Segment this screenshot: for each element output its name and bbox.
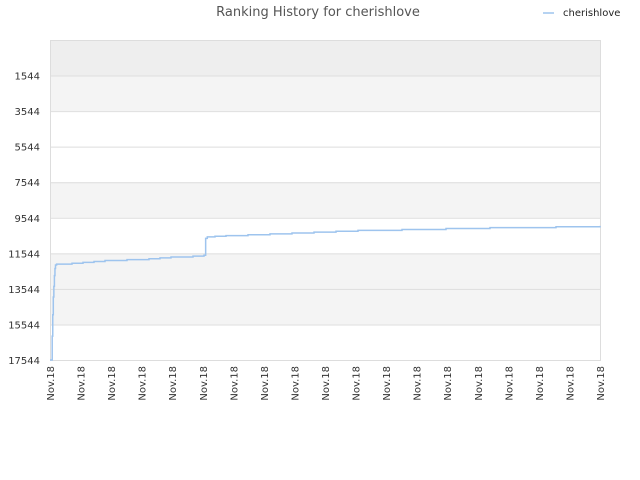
x-tick-label: Nov.18 xyxy=(107,366,118,401)
x-tick-label: Nov.18 xyxy=(504,366,515,401)
x-tick-label: Nov.18 xyxy=(260,366,271,401)
y-tick-label: 17544 xyxy=(8,356,40,367)
x-tick-label: Nov.18 xyxy=(382,366,393,401)
plot-band xyxy=(50,217,600,254)
plot-band xyxy=(50,288,600,325)
x-tick-label: Nov.18 xyxy=(443,366,454,401)
legend: cherishlove xyxy=(543,8,620,19)
x-tick-label: Nov.18 xyxy=(474,366,485,401)
y-tick-label: 9544 xyxy=(15,214,40,225)
plot-band xyxy=(50,253,600,289)
plot-band xyxy=(50,111,600,147)
x-tick-label: Nov.18 xyxy=(229,366,240,401)
plot-band xyxy=(50,75,600,112)
x-tick-label: Nov.18 xyxy=(535,366,546,401)
y-tick-label: 11544 xyxy=(8,249,40,260)
plot-band xyxy=(50,324,600,360)
x-tick-label: Nov.18 xyxy=(352,366,363,401)
plot-band xyxy=(50,146,600,183)
x-tick-label: Nov.18 xyxy=(290,366,301,401)
x-tick-label: Nov.18 xyxy=(413,366,424,401)
plot-band xyxy=(50,40,600,76)
series-layer xyxy=(50,225,601,361)
y-tick-label: 1544 xyxy=(15,72,40,83)
series-line-cherishlove xyxy=(50,225,601,361)
y-axis-ticks: 1544 3544 5544 7544 9544 11544 13544 15544 17544 xyxy=(8,72,40,367)
y-tick-label: 7544 xyxy=(15,178,40,189)
plot-background-bands xyxy=(50,40,600,360)
y-tick-label: 5544 xyxy=(15,143,40,154)
plot-area xyxy=(50,40,601,361)
x-tick-label: Nov.18 xyxy=(321,366,332,401)
x-tick-label: Nov.18 xyxy=(138,366,149,401)
x-tick-label: Nov.18 xyxy=(596,366,607,401)
y-tick-label: 3544 xyxy=(15,107,40,118)
y-tick-label: 15544 xyxy=(8,320,40,331)
x-axis-ticks: Nov.18 Nov.18 Nov.18 Nov.18 Nov.18 Nov.18 Nov.… xyxy=(46,366,607,401)
y-tick-label: 13544 xyxy=(8,285,40,296)
chart-title: Ranking History for cherishlove xyxy=(216,5,420,20)
x-tick-label: Nov.18 xyxy=(168,366,179,401)
legend-label-cherishlove: cherishlove xyxy=(563,8,620,19)
plot-band xyxy=(50,182,600,218)
x-tick-label: Nov.18 xyxy=(199,366,210,401)
x-tick-label: Nov.18 xyxy=(77,366,88,401)
x-tick-label: Nov.18 xyxy=(565,366,576,401)
x-tick-label: Nov.18 xyxy=(46,366,57,401)
